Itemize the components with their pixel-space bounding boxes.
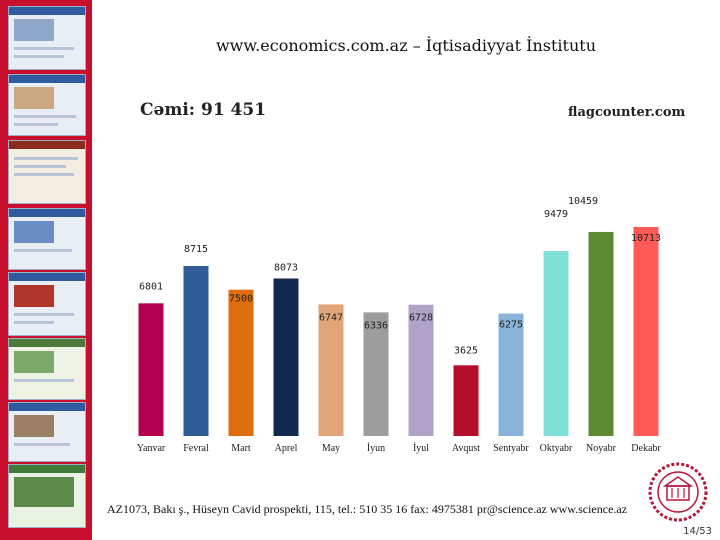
category-label-12: Dekabr bbox=[631, 443, 661, 454]
bar-9 bbox=[498, 313, 524, 436]
thumbnail-column bbox=[8, 0, 86, 540]
value-label-11: 10459 bbox=[568, 196, 598, 207]
thumbnail-4 bbox=[8, 208, 86, 270]
thumbnail-7 bbox=[8, 402, 86, 462]
bar-6 bbox=[363, 312, 389, 436]
thumbnail-6 bbox=[8, 338, 86, 400]
bar-7 bbox=[408, 304, 434, 436]
bar-8 bbox=[453, 365, 479, 436]
value-label-5: 6747 bbox=[319, 312, 343, 323]
thumbnail-1 bbox=[8, 6, 86, 70]
bar-4 bbox=[273, 278, 299, 436]
bar-11 bbox=[588, 231, 614, 436]
bar-2 bbox=[183, 265, 209, 436]
category-label-2: Fevral bbox=[183, 443, 209, 454]
value-label-1: 6801 bbox=[139, 281, 163, 292]
category-label-11: Noyabr bbox=[586, 443, 617, 454]
category-label-3: Mart bbox=[231, 443, 251, 454]
thumbnail-2 bbox=[8, 74, 86, 136]
page-title: www.economics.com.az – İqtisadiyyat İnst… bbox=[215, 36, 596, 55]
category-label-10: Oktyabr bbox=[540, 443, 573, 454]
value-label-4: 8073 bbox=[274, 263, 298, 274]
category-label-8: Avqust bbox=[452, 443, 480, 454]
category-label-5: May bbox=[322, 443, 340, 454]
page-number: 14/53 bbox=[683, 526, 712, 537]
bar-1 bbox=[138, 303, 164, 436]
category-label-9: Sentyabr bbox=[493, 443, 529, 454]
category-label-1: Yanvar bbox=[137, 443, 166, 454]
thumbnail-8 bbox=[8, 464, 86, 528]
bar-10 bbox=[543, 251, 569, 436]
footer-address: AZ1073, Bakı ş., Hüseyn Cavid prospekti,… bbox=[107, 502, 628, 516]
bar-12 bbox=[633, 227, 659, 436]
academy-seal-logo bbox=[648, 462, 708, 522]
source-label: flagcounter.com bbox=[568, 105, 686, 120]
value-label-2: 8715 bbox=[184, 244, 208, 255]
value-label-12: 10713 bbox=[631, 233, 661, 244]
thumbnail-3 bbox=[8, 140, 86, 204]
bar-3 bbox=[228, 289, 254, 436]
value-label-9: 6275 bbox=[499, 320, 523, 331]
thumbnail-5 bbox=[8, 272, 86, 336]
value-label-8: 3625 bbox=[454, 345, 478, 356]
category-label-6: İyun bbox=[367, 442, 385, 454]
total-visits: Cəmi: 91 451 bbox=[140, 100, 267, 120]
category-label-7: İyul bbox=[413, 442, 429, 454]
category-label-4: Aprel bbox=[275, 443, 298, 454]
value-label-3: 7500 bbox=[229, 294, 253, 305]
value-label-7: 6728 bbox=[409, 313, 433, 324]
value-label-10: 9479 bbox=[544, 209, 568, 220]
bar-5 bbox=[318, 304, 344, 436]
value-label-6: 6336 bbox=[364, 320, 388, 331]
